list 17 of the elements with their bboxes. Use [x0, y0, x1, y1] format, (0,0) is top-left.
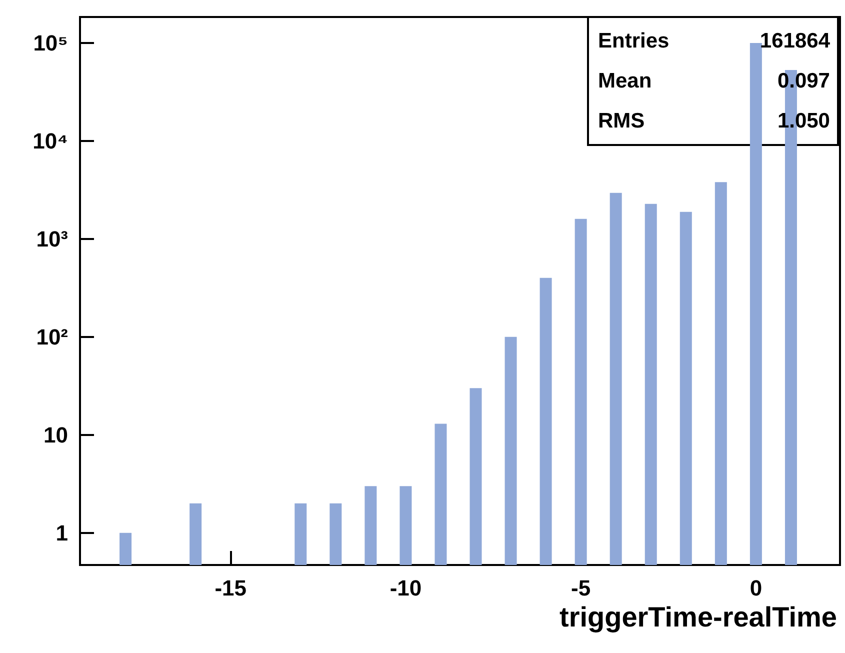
annotation: Mean — [598, 70, 652, 92]
y-tick-label: 10⁵ — [33, 30, 68, 56]
x-axis-title: triggerTime-realTime — [559, 602, 838, 632]
y-tick-label: 10⁴ — [32, 128, 68, 154]
annotation: 0.097 — [777, 70, 830, 92]
y-tick-label: 10³ — [36, 226, 68, 252]
y-tick-label: 1 — [56, 520, 68, 546]
x-tick-label: 0 — [750, 576, 762, 600]
annotation: 1.050 — [777, 110, 830, 132]
x-tick-label: -5 — [571, 576, 591, 600]
annotation: Entries — [598, 30, 670, 52]
annotation: 161864 — [760, 30, 830, 52]
annotation: RMS — [598, 110, 645, 132]
x-tick-label: -10 — [390, 576, 422, 600]
y-tick-label: 10 — [44, 422, 68, 448]
x-tick-label: -15 — [214, 576, 246, 600]
y-tick-label: 10² — [36, 324, 68, 350]
